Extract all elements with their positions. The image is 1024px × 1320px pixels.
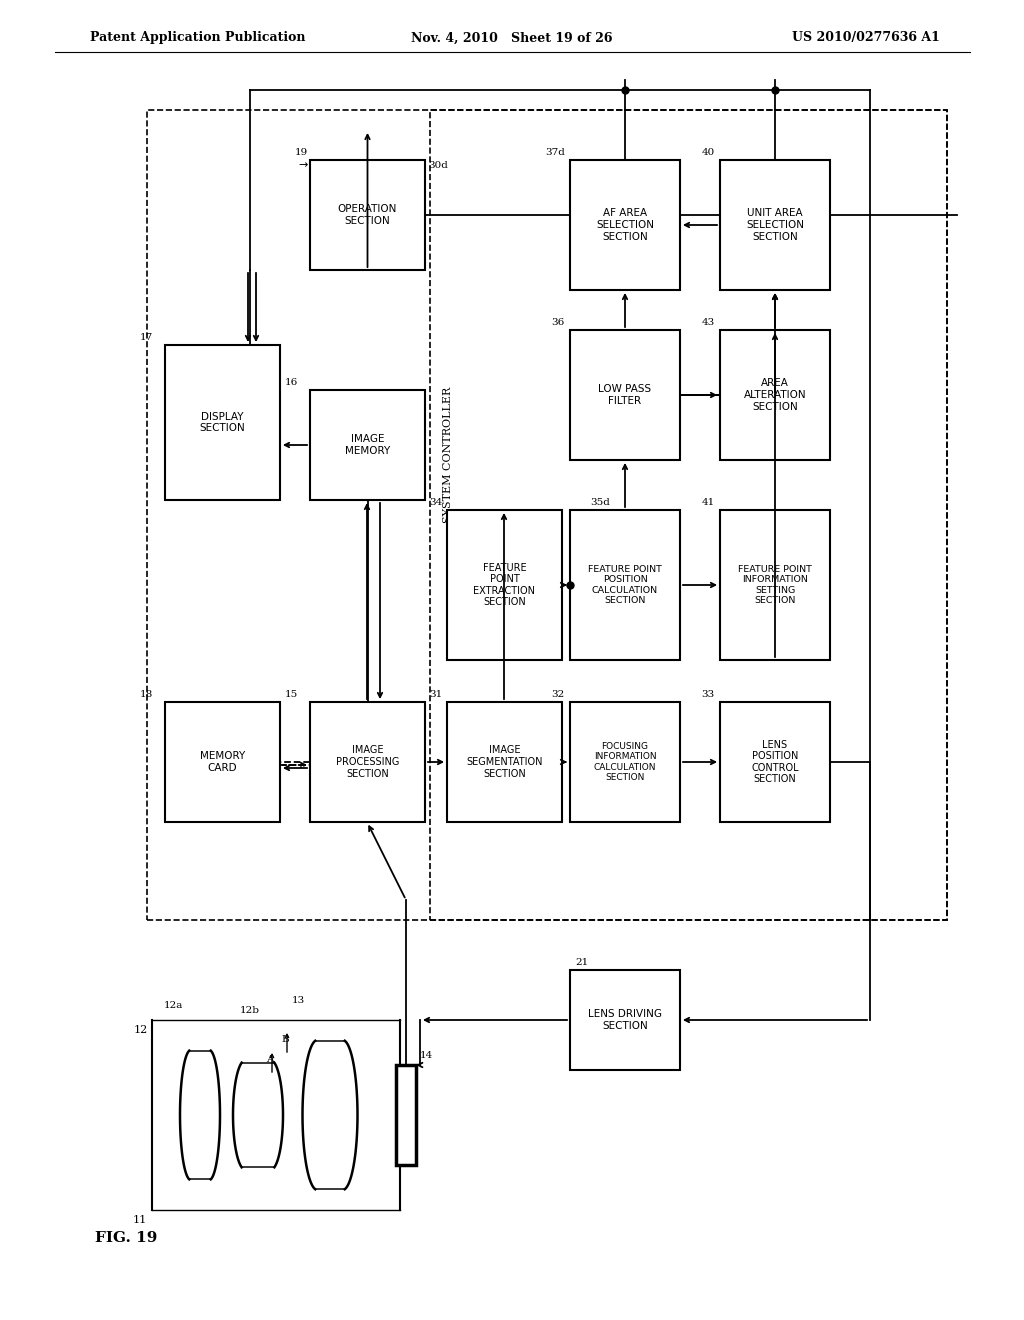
Text: AREA
ALTERATION
SECTION: AREA ALTERATION SECTION: [743, 379, 806, 412]
Text: MEMORY
CARD: MEMORY CARD: [200, 751, 245, 772]
Text: FEATURE
POINT
EXTRACTION
SECTION: FEATURE POINT EXTRACTION SECTION: [473, 562, 536, 607]
Text: 40: 40: [701, 148, 715, 157]
Bar: [310, 160, 425, 271]
Bar: [570, 330, 680, 459]
Bar: [310, 702, 425, 822]
Text: IMAGE
PROCESSING
SECTION: IMAGE PROCESSING SECTION: [336, 746, 399, 779]
Text: IMAGE
MEMORY: IMAGE MEMORY: [345, 434, 390, 455]
Text: 14: 14: [420, 1051, 433, 1060]
Bar: [720, 330, 830, 459]
Text: 35d: 35d: [590, 498, 610, 507]
Bar: [165, 702, 280, 822]
Bar: [570, 970, 680, 1071]
Text: 12: 12: [134, 1026, 148, 1035]
Text: →: →: [298, 160, 307, 170]
Text: 12b: 12b: [240, 1006, 260, 1015]
Bar: [447, 510, 562, 660]
Text: Patent Application Publication: Patent Application Publication: [90, 32, 305, 45]
Text: 41: 41: [701, 498, 715, 507]
Text: 31: 31: [429, 690, 442, 700]
Text: 12a: 12a: [163, 1001, 182, 1010]
Text: 19: 19: [295, 148, 308, 157]
Text: 15: 15: [285, 690, 298, 700]
Bar: [720, 702, 830, 822]
Bar: [147, 110, 947, 920]
Text: 30d: 30d: [428, 161, 447, 169]
Text: 36: 36: [552, 318, 565, 327]
Text: AF AREA
SELECTION
SECTION: AF AREA SELECTION SECTION: [596, 209, 654, 242]
Text: LENS DRIVING
SECTION: LENS DRIVING SECTION: [588, 1010, 662, 1031]
Text: 11: 11: [133, 1214, 147, 1225]
Text: FIG. 19: FIG. 19: [95, 1232, 158, 1245]
Text: FOCUSING
INFORMATION
CALCULATION
SECTION: FOCUSING INFORMATION CALCULATION SECTION: [594, 742, 656, 781]
Bar: [570, 702, 680, 822]
Bar: [310, 389, 425, 500]
Text: UNIT AREA
SELECTION
SECTION: UNIT AREA SELECTION SECTION: [746, 209, 804, 242]
Bar: [570, 160, 680, 290]
Text: 13: 13: [292, 997, 305, 1005]
Text: FEATURE POINT
POSITION
CALCULATION
SECTION: FEATURE POINT POSITION CALCULATION SECTI…: [588, 565, 662, 605]
Text: US 2010/0277636 A1: US 2010/0277636 A1: [793, 32, 940, 45]
Text: 17: 17: [139, 333, 153, 342]
Bar: [396, 1065, 416, 1166]
Text: SYSTEM CONTROLLER: SYSTEM CONTROLLER: [443, 387, 453, 523]
Text: IMAGE
SEGMENTATION
SECTION: IMAGE SEGMENTATION SECTION: [466, 746, 543, 779]
Text: B: B: [282, 1035, 289, 1044]
Text: 18: 18: [139, 690, 153, 700]
Text: LOW PASS
FILTER: LOW PASS FILTER: [598, 384, 651, 405]
Text: Nov. 4, 2010   Sheet 19 of 26: Nov. 4, 2010 Sheet 19 of 26: [412, 32, 612, 45]
Text: 32: 32: [552, 690, 565, 700]
Bar: [447, 702, 562, 822]
Text: 16: 16: [285, 378, 298, 387]
Text: DISPLAY
SECTION: DISPLAY SECTION: [200, 412, 246, 433]
Text: 34: 34: [429, 498, 442, 507]
Text: 43: 43: [701, 318, 715, 327]
Bar: [570, 510, 680, 660]
Text: 21: 21: [575, 958, 588, 968]
Bar: [720, 510, 830, 660]
Text: 33: 33: [701, 690, 715, 700]
Bar: [165, 345, 280, 500]
Text: OPERATION
SECTION: OPERATION SECTION: [338, 205, 397, 226]
Bar: [430, 110, 947, 920]
Text: A: A: [266, 1056, 273, 1064]
Text: FEATURE POINT
INFORMATION
SETTING
SECTION: FEATURE POINT INFORMATION SETTING SECTIO…: [738, 565, 812, 605]
Text: LENS
POSITION
CONTROL
SECTION: LENS POSITION CONTROL SECTION: [752, 739, 799, 784]
Text: 37d: 37d: [545, 148, 565, 157]
Bar: [720, 160, 830, 290]
